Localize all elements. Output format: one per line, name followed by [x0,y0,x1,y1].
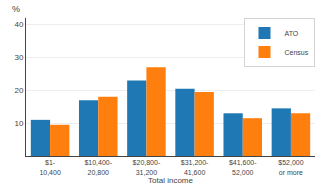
svg-text:Census: Census [285,49,309,56]
svg-text:$10,400-20,800: $10,400-20,800 [84,159,112,175]
svg-text:20: 20 [14,86,23,95]
svg-text:ATO: ATO [285,30,299,37]
svg-text:10: 10 [14,119,23,128]
svg-text:$31,200-41,600: $31,200-41,600 [181,159,209,175]
svg-text:$20,800-31,200: $20,800-31,200 [133,159,161,175]
svg-text:Total income: Total income [148,176,193,185]
svg-text:40: 40 [14,20,23,29]
svg-text:$1-10,400: $1-10,400 [39,159,61,175]
svg-text:%: % [12,4,20,14]
svg-text:$41,600-52,000: $41,600-52,000 [229,159,257,175]
svg-text:30: 30 [14,53,23,62]
svg-text:$52,000or more: $52,000or more [278,159,303,175]
